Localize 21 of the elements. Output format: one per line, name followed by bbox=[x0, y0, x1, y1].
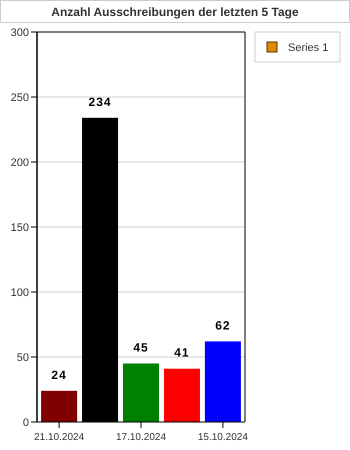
y-tick-label: 100 bbox=[10, 287, 29, 299]
y-tick-label: 50 bbox=[16, 352, 29, 364]
bar bbox=[164, 368, 200, 422]
y-tick-label: 150 bbox=[10, 222, 29, 234]
y-tick-label: 200 bbox=[10, 157, 29, 169]
data-label: 45 bbox=[133, 340, 149, 354]
x-tick-label: 21.10.2024 bbox=[34, 432, 85, 443]
chart-title: Anzahl Ausschreibungen der letzten 5 Tage bbox=[51, 5, 300, 19]
text: Series 1 bbox=[288, 42, 328, 54]
bar bbox=[122, 364, 160, 422]
y-tick-label: 250 bbox=[10, 92, 29, 104]
y-tick-label: 0 bbox=[22, 417, 29, 429]
data-label: 234 bbox=[88, 94, 112, 109]
data-label: 62 bbox=[215, 318, 231, 332]
data-label: 41 bbox=[174, 346, 190, 360]
bar bbox=[204, 341, 241, 422]
x-tick-label: 15.10.2024 bbox=[198, 432, 248, 443]
x-tick-label: 17.10.2024 bbox=[116, 432, 166, 443]
data-label: 24 bbox=[51, 368, 67, 382]
y-tick-label: 300 bbox=[10, 27, 29, 39]
bar bbox=[41, 390, 78, 422]
